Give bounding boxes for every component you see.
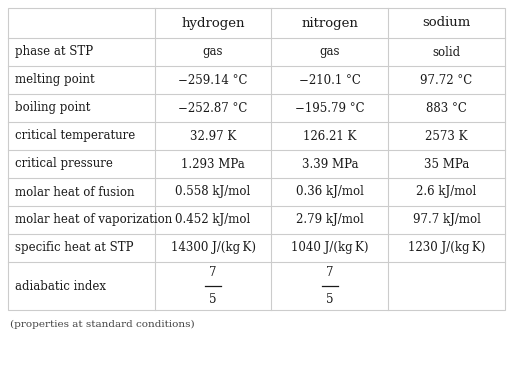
Text: solid: solid: [432, 45, 461, 58]
Bar: [8, 8, 505, 310]
Text: −252.87 °C: −252.87 °C: [179, 102, 248, 114]
Text: 1.293 MPa: 1.293 MPa: [181, 158, 245, 171]
Text: sodium: sodium: [423, 16, 471, 30]
Text: gas: gas: [320, 45, 340, 58]
Text: 0.452 kJ/mol: 0.452 kJ/mol: [175, 213, 251, 226]
Text: 0.558 kJ/mol: 0.558 kJ/mol: [175, 186, 251, 198]
Text: 7: 7: [209, 266, 217, 279]
Text: adiabatic index: adiabatic index: [15, 279, 106, 292]
Text: critical temperature: critical temperature: [15, 129, 135, 142]
Text: 97.7 kJ/mol: 97.7 kJ/mol: [412, 213, 481, 226]
Text: 1040 J/(kg K): 1040 J/(kg K): [291, 242, 368, 255]
Text: 126.21 K: 126.21 K: [303, 129, 357, 142]
Text: 2.6 kJ/mol: 2.6 kJ/mol: [417, 186, 477, 198]
Text: 2.79 kJ/mol: 2.79 kJ/mol: [296, 213, 364, 226]
Text: −195.79 °C: −195.79 °C: [295, 102, 365, 114]
Text: hydrogen: hydrogen: [181, 16, 245, 30]
Text: melting point: melting point: [15, 74, 94, 87]
Text: 5: 5: [326, 293, 333, 306]
Text: −259.14 °C: −259.14 °C: [178, 74, 248, 87]
Text: 2573 K: 2573 K: [425, 129, 468, 142]
Text: 1230 J/(kg K): 1230 J/(kg K): [408, 242, 485, 255]
Text: nitrogen: nitrogen: [301, 16, 358, 30]
Text: boiling point: boiling point: [15, 102, 90, 114]
Text: −210.1 °C: −210.1 °C: [299, 74, 361, 87]
Text: 0.36 kJ/mol: 0.36 kJ/mol: [296, 186, 364, 198]
Text: 883 °C: 883 °C: [426, 102, 467, 114]
Text: 32.97 K: 32.97 K: [190, 129, 236, 142]
Text: molar heat of fusion: molar heat of fusion: [15, 186, 134, 198]
Text: 35 MPa: 35 MPa: [424, 158, 469, 171]
Text: molar heat of vaporization: molar heat of vaporization: [15, 213, 172, 226]
Text: 97.72 °C: 97.72 °C: [421, 74, 472, 87]
Text: (properties at standard conditions): (properties at standard conditions): [10, 320, 194, 328]
Text: critical pressure: critical pressure: [15, 158, 113, 171]
Text: gas: gas: [203, 45, 223, 58]
Text: 7: 7: [326, 266, 333, 279]
Text: 14300 J/(kg K): 14300 J/(kg K): [170, 242, 255, 255]
Text: phase at STP: phase at STP: [15, 45, 93, 58]
Text: 5: 5: [209, 293, 217, 306]
Text: 3.39 MPa: 3.39 MPa: [302, 158, 358, 171]
Text: specific heat at STP: specific heat at STP: [15, 242, 133, 255]
